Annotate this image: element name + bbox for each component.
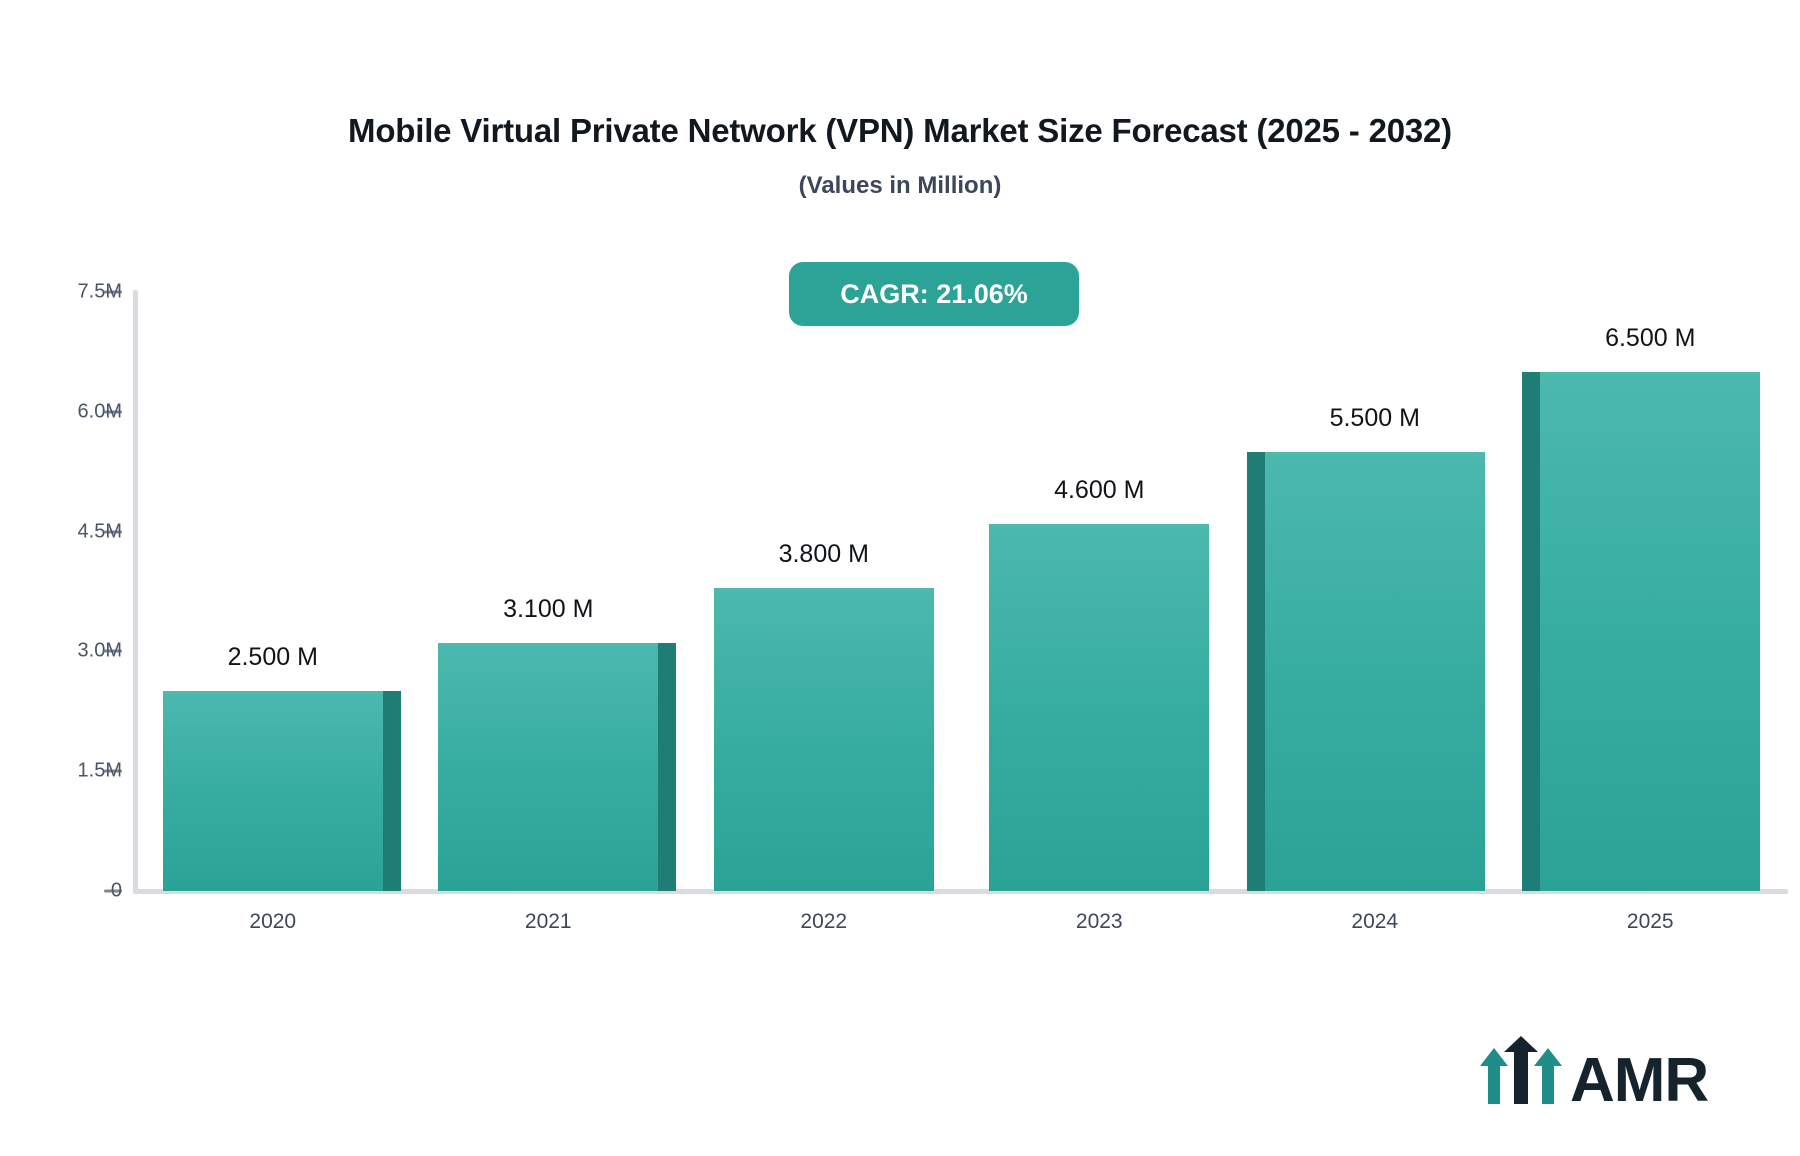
bar-value-label: 6.500 M <box>1605 323 1696 352</box>
bar-value-label: 2.500 M <box>227 643 318 672</box>
bar-front-face <box>162 691 383 891</box>
chart-subtitle: (Values in Million) <box>798 172 1002 199</box>
x-axis-tick-label: 2021 <box>524 910 572 933</box>
y-axis-tick-label: 3.0M <box>77 639 122 662</box>
bar-2020[interactable] <box>162 691 401 891</box>
bar-2025[interactable] <box>1522 371 1761 891</box>
bar-side-face <box>382 691 401 891</box>
rising-arrows-icon <box>1478 1036 1564 1109</box>
x-axis-tick-label: 2020 <box>249 910 297 933</box>
y-axis-tick-label: 0 <box>110 879 122 902</box>
x-axis-tick-label: 2023 <box>1075 910 1123 933</box>
chart-title: Mobile Virtual Private Network (VPN) Mar… <box>348 112 1452 149</box>
bar-2022[interactable] <box>713 587 934 891</box>
cagr-badge: CAGR: 21.06% <box>789 262 1079 326</box>
x-axis-tick-label: 2024 <box>1351 910 1399 933</box>
y-axis-tick-mark <box>104 889 122 893</box>
bar-front-face <box>1540 371 1761 891</box>
y-axis-tick-mark <box>104 410 122 414</box>
y-axis-tick-mark <box>104 769 122 773</box>
bar-front-face <box>438 643 659 891</box>
y-axis-tick-label: 4.5M <box>77 520 122 543</box>
x-axis-tick-label: 2025 <box>1626 910 1674 933</box>
y-axis-tick-mark <box>104 290 122 294</box>
bar-front-face <box>713 587 934 891</box>
bar-value-label: 4.600 M <box>1054 475 1145 504</box>
amr-logo-text: AMR <box>1570 1045 1709 1115</box>
x-axis-tick-label: 2022 <box>800 910 848 933</box>
y-axis-tick-label: 7.5M <box>77 280 122 303</box>
y-axis-tick-mark <box>104 530 122 534</box>
y-axis-tick-label: 1.5M <box>77 759 122 782</box>
bar-front-face <box>1264 451 1485 891</box>
bar-side-face <box>1522 371 1541 891</box>
bar-2021[interactable] <box>438 643 677 891</box>
y-axis-line <box>133 290 138 892</box>
cagr-badge-label: CAGR: 21.06% <box>840 278 1028 309</box>
y-axis-tick-label: 6.0M <box>77 400 122 423</box>
bar-side-face <box>658 643 677 891</box>
bar-2023[interactable] <box>989 523 1210 891</box>
bar-value-label: 3.100 M <box>503 595 594 624</box>
x-axis-line <box>133 889 1788 894</box>
amr-logo: AMR <box>1478 1036 1709 1115</box>
bar-front-face <box>989 523 1210 891</box>
bar-value-label: 5.500 M <box>1329 403 1420 432</box>
bar-2024[interactable] <box>1246 451 1485 891</box>
y-axis-tick-mark <box>104 649 122 653</box>
bar-side-face <box>1246 451 1265 891</box>
bar-value-label: 3.800 M <box>778 539 869 568</box>
